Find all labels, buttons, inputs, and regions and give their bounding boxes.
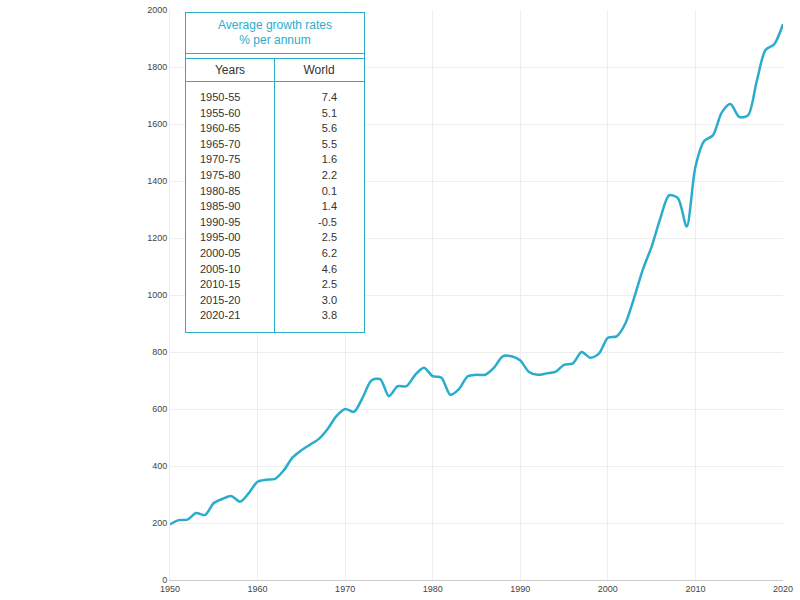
html-text:1955-60: 1955-60 [200,106,241,119]
html-text:Years: Years [214,63,246,77]
svg-text:1960: 1960 [248,584,268,594]
html-text:Average growth rates: Average growth rates [218,18,332,32]
svg-text:800: 800 [152,347,167,357]
html-text:% per annum: % per annum [239,33,311,47]
html-text:1950-55: 1950-55 [200,91,241,103]
html-text:3.8: 3.8 [321,309,337,322]
html-text:6.2: 6.2 [321,246,337,259]
html-text:1.4: 1.4 [321,200,337,213]
html-text:2020-21: 2020-21 [200,309,241,322]
html-text:2.5: 2.5 [321,231,337,244]
html-text:4.6: 4.6 [321,262,337,275]
svg-text:1600: 1600 [147,119,167,129]
html-text:2.5: 2.5 [321,278,337,291]
html-text:7.4: 7.4 [321,91,337,103]
html-text:2015-20: 2015-20 [200,293,241,306]
svg-text:1950: 1950 [160,584,180,594]
html-text:1960-65: 1960-65 [200,122,241,135]
svg-text:600: 600 [152,404,167,414]
svg-text:2010: 2010 [685,584,705,594]
svg-text:1200: 1200 [147,233,167,243]
html-text:2000-05: 2000-05 [200,246,241,259]
svg-text:2000: 2000 [147,5,167,15]
html-text:-0.5: -0.5 [318,215,337,228]
html-text:1970-75: 1970-75 [200,153,241,166]
html-text:2.2: 2.2 [321,169,337,181]
svg-text:0: 0 [162,575,167,585]
html-text:1965-70: 1965-70 [200,137,241,150]
svg-text:1980: 1980 [423,584,443,594]
svg-text:1000: 1000 [147,290,167,300]
html-text:2005-10: 2005-10 [200,262,241,275]
html-text:World: World [303,63,335,77]
html-text:1.6: 1.6 [321,153,337,166]
html-text:5.1: 5.1 [321,106,337,119]
svg-text:400: 400 [152,461,167,471]
html-text:1995-00: 1995-00 [200,231,241,244]
html-text:5.5: 5.5 [321,137,337,150]
svg-text:2000: 2000 [598,584,618,594]
html-text:5.6: 5.6 [321,122,337,135]
svg-text:2020: 2020 [773,584,793,594]
html-text:1990-95: 1990-95 [200,215,241,228]
html-text:1985-90: 1985-90 [200,200,241,213]
svg-text:200: 200 [152,518,167,528]
svg-text:1970: 1970 [335,584,355,594]
html-text:3.0: 3.0 [321,293,337,306]
html-text:1980-85: 1980-85 [200,184,241,197]
svg-text:1990: 1990 [510,584,530,594]
svg-text:1400: 1400 [147,176,167,186]
html-text:0.1: 0.1 [321,184,337,197]
html-text:2010-15: 2010-15 [200,278,241,291]
svg-text:1800: 1800 [147,62,167,72]
html-text:1975-80: 1975-80 [200,169,241,181]
